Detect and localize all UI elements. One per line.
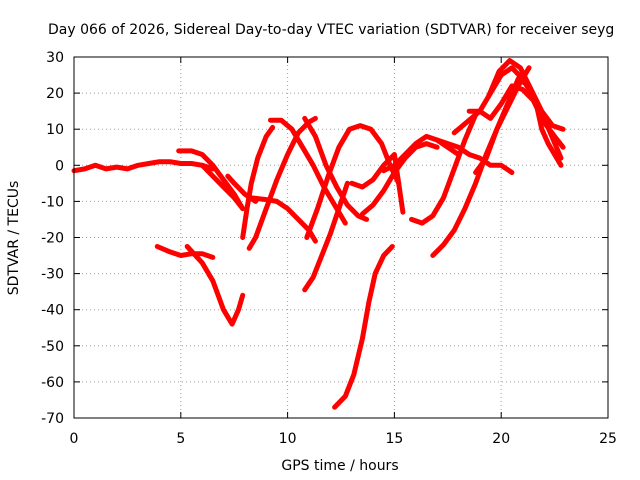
series-arc-5 [184, 244, 246, 327]
y-axis-title: SDTVAR / TECUs [6, 181, 22, 296]
series-arc-7 [240, 124, 276, 240]
y-tick-label: -50 [41, 339, 64, 355]
y-tick-label: -60 [41, 375, 64, 391]
y-tick-label: 10 [46, 122, 64, 138]
series-arc-3 [199, 162, 246, 212]
axis-ticks: 0 5 10 15 20 25 -70 -60 -50 -40 -30 -20 -10 0 10 20 30 [41, 50, 617, 447]
series-arc-17 [349, 152, 406, 215]
grid [74, 57, 608, 418]
series-arc-20 [434, 137, 515, 175]
series-arc-1 [71, 159, 216, 174]
series-arc-12 [302, 115, 370, 222]
series-arc-4 [154, 244, 216, 260]
series-arc-10 [268, 117, 348, 226]
y-tick-label: 20 [46, 86, 64, 102]
y-tick-label: -30 [41, 267, 64, 283]
chart-title: Day 066 of 2026, Sidereal Day-to-day VTE… [48, 22, 614, 38]
y-tick-label: -10 [41, 194, 64, 210]
y-tick-label: -70 [41, 411, 64, 427]
y-tick-label: 30 [46, 50, 64, 66]
series-group [71, 58, 566, 410]
series-arc-11 [304, 123, 402, 240]
x-tick-label: 10 [279, 431, 297, 447]
y-tick-label: -40 [41, 303, 64, 319]
y-tick-label: 0 [55, 158, 64, 174]
x-tick-label: 25 [599, 431, 617, 447]
series-arc-2 [176, 148, 246, 212]
series-arc-18 [409, 112, 479, 226]
x-tick-label: 15 [385, 431, 403, 447]
series-arc-14 [332, 244, 395, 410]
series-arc-24 [466, 83, 566, 150]
series-arc-15 [359, 141, 440, 217]
series-arc-23 [485, 58, 566, 132]
y-tick-label: -20 [41, 231, 64, 247]
x-tick-label: 0 [70, 431, 79, 447]
series-arc-13 [302, 180, 350, 293]
x-tick-label: 5 [176, 431, 185, 447]
x-tick-label: 20 [492, 431, 510, 447]
x-axis-title: GPS time / hours [281, 458, 398, 474]
series-arc-25 [526, 87, 564, 168]
